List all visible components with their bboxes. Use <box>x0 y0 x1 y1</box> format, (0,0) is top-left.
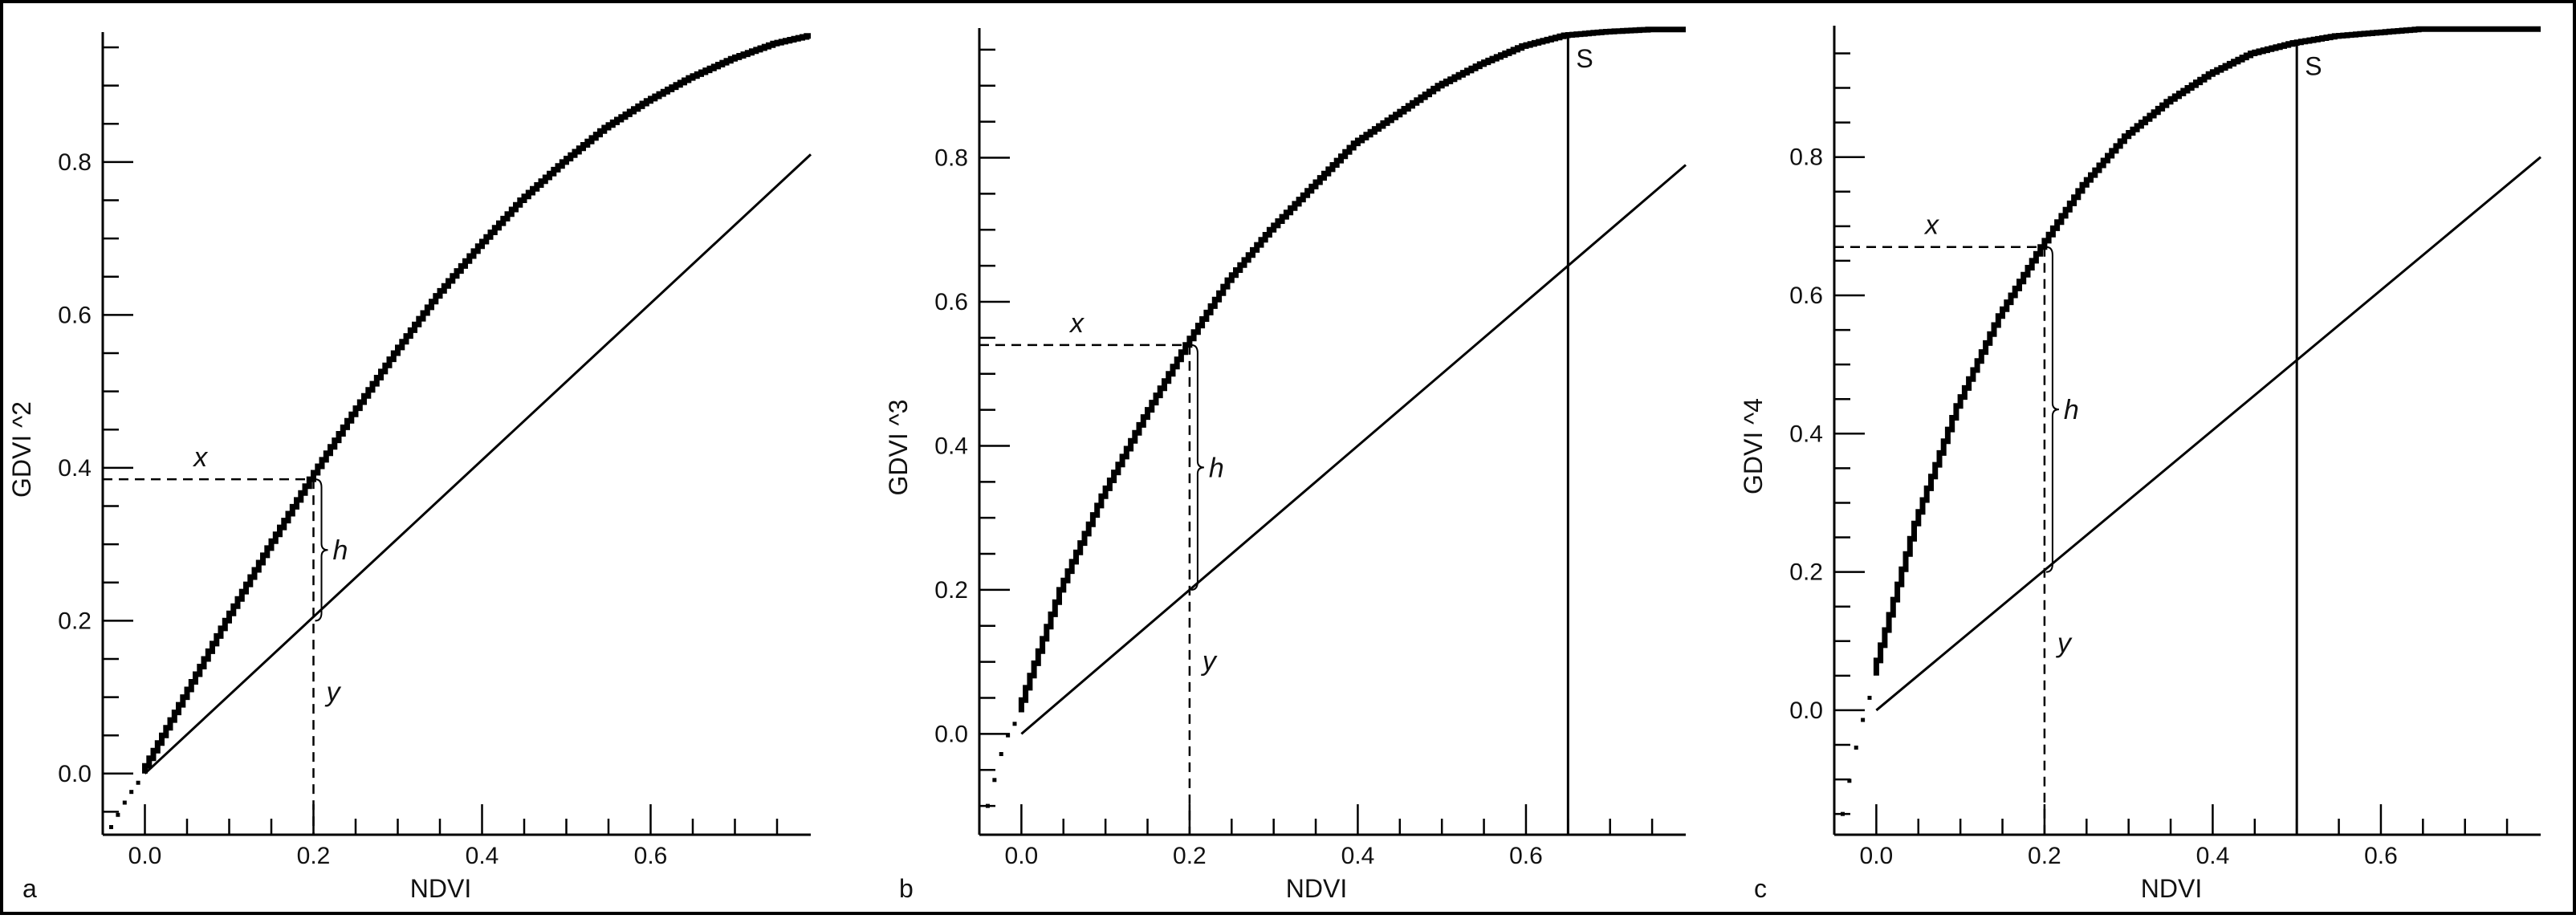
panel-b-marks <box>978 26 1687 836</box>
panel-a-x-tick-label: 0.0 <box>128 843 162 869</box>
panel-b: 0.0 0.2 0.4 0.6 0.0 0.2 0.4 0.6 0.8 NDVI… <box>884 26 1687 903</box>
panel-a-reference-line <box>144 153 812 775</box>
panel-a-y-tick-label: 0.4 <box>58 455 92 482</box>
panel-b-reference-line <box>1020 164 1687 735</box>
panel-b-curve-dot <box>1006 733 1011 738</box>
panel-a-curve <box>142 33 811 774</box>
panel-c-x-tick-label: 0.4 <box>2196 843 2230 869</box>
panel-b-curve-dot <box>992 778 997 783</box>
panel-b-y-tick-label: 0.4 <box>934 433 968 459</box>
panel-c-marks <box>1833 26 2541 836</box>
panel-a-curve-dot <box>129 790 134 795</box>
panel-c-y-tick-label: 0.2 <box>1789 559 1823 586</box>
panel-a-h-annotation: h <box>333 535 348 566</box>
panel-b-x-tick-label: 0.6 <box>1509 843 1543 869</box>
panel-c-x-axis-title: NDVI <box>2141 874 2202 903</box>
panel-a-curve-dot <box>116 812 120 817</box>
panel-b-s-annotation: S <box>1576 44 1593 73</box>
panel-a-x-tick-label: 0.4 <box>466 843 499 869</box>
panel-b-x-tick-label: 0.2 <box>1173 843 1207 869</box>
panel-a: 0.0 0.2 0.4 0.6 0.0 0.2 0.4 0.6 0.8 NDVI… <box>7 32 812 903</box>
panel-b-h-annotation: h <box>1209 453 1224 483</box>
panel-c-curve-dot <box>1840 811 1845 816</box>
panel-b-curve-dot <box>1012 722 1017 726</box>
panel-c-h-brace <box>2045 246 2059 573</box>
panel-b-y-tick-label: 0.2 <box>934 577 968 604</box>
panel-c-h-annotation: h <box>2064 395 2079 425</box>
panel-c-y-tick-label: 0.4 <box>1789 421 1823 447</box>
panel-a-curve-dot <box>109 824 113 829</box>
panel-c: 0.0 0.2 0.4 0.6 0.0 0.2 0.4 0.6 0.8 NDVI… <box>1739 26 2541 903</box>
panel-a-marks <box>101 32 812 836</box>
panel-b-x-axis-title: NDVI <box>1286 874 1347 903</box>
panel-c-x-tick-label: 0.2 <box>2028 843 2061 869</box>
panel-b-y-tick-label: 0.0 <box>934 721 968 747</box>
panel-a-x-axis-title: NDVI <box>410 874 471 903</box>
panel-a-x-tick-label: 0.6 <box>634 843 668 869</box>
panel-b-curve <box>1018 26 1686 713</box>
panel-c-s-annotation: S <box>2305 52 2322 81</box>
panel-c-y-tick-label: 0.0 <box>1789 697 1823 724</box>
panel-b-y-axis-title: GDVI ^3 <box>884 400 913 496</box>
panel-a-letter: a <box>22 874 37 903</box>
panel-c-letter: c <box>1754 874 1767 903</box>
panel-b-y-annotation: y <box>1201 646 1218 677</box>
panel-b-curve-dot <box>999 752 1003 756</box>
panel-a-y-annotation: y <box>325 677 342 707</box>
panel-c-x-tick-label: 0.0 <box>1860 843 1894 869</box>
panel-c-y-axis-title: GDVI ^4 <box>1739 398 1768 494</box>
panel-b-x-tick-label: 0.4 <box>1341 843 1375 869</box>
panel-b-letter: b <box>899 874 914 903</box>
panel-a-curve-dot <box>136 780 140 785</box>
panel-b-h-brace <box>1190 344 1204 591</box>
panel-b-x-annotation: x <box>1068 308 1085 339</box>
panel-a-curve-dot <box>122 800 127 805</box>
panel-c-reference-line <box>1875 156 2541 712</box>
panel-c-x-annotation: x <box>1923 210 1939 241</box>
panel-a-y-tick-label: 0.8 <box>58 149 92 176</box>
panel-c-curve-dot <box>1854 745 1858 750</box>
panel-c-curve-dot <box>1861 718 1866 722</box>
panel-c-y-tick-label: 0.8 <box>1789 144 1823 171</box>
panel-c-curve-dot <box>1847 779 1852 783</box>
panel-a-x-tick-label: 0.2 <box>297 843 331 869</box>
panel-a-y-tick-label: 0.6 <box>58 302 92 328</box>
panel-b-x-tick-label: 0.0 <box>1005 843 1039 869</box>
panel-a-y-tick-label: 0.2 <box>58 608 92 634</box>
panel-c-curve-dot <box>1867 695 1872 700</box>
panel-b-y-tick-label: 0.8 <box>934 145 968 172</box>
panel-a-h-brace <box>315 478 328 622</box>
panel-c-y-tick-label: 0.6 <box>1789 283 1823 309</box>
panel-a-y-axis-title: GDVI ^2 <box>7 401 36 498</box>
panel-c-x-tick-label: 0.6 <box>2364 843 2398 869</box>
panel-b-curve-dot <box>985 803 990 808</box>
panel-c-curve <box>1873 26 2541 676</box>
panel-b-y-tick-label: 0.6 <box>934 289 968 315</box>
panel-a-x-annotation: x <box>192 442 208 473</box>
panel-c-y-annotation: y <box>2056 628 2073 659</box>
panel-a-y-tick-label: 0.0 <box>58 761 92 787</box>
